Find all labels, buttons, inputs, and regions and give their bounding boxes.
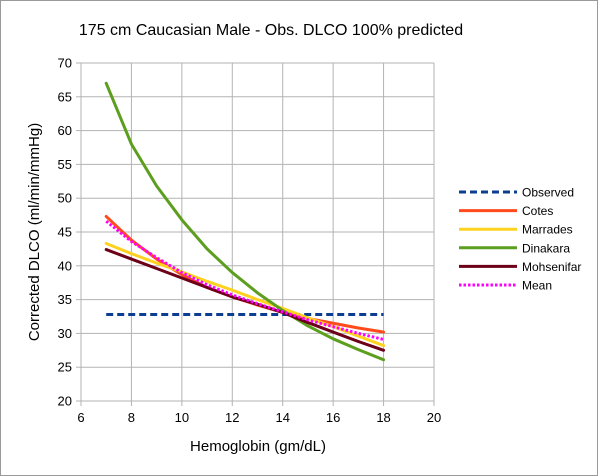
x-tick-label: 18 — [376, 410, 390, 425]
x-tick-label: 10 — [175, 410, 189, 425]
axes: 6 8 10 12 14 16 18 20 20 25 30 35 40 45 50 55 60 65 70 — [58, 56, 442, 426]
series-line-mohsenifar — [104, 248, 386, 352]
y-tick-label: 40 — [58, 258, 72, 273]
y-tick-label: 25 — [58, 360, 72, 375]
y-tick-label: 60 — [58, 123, 72, 138]
x-tick-label: 8 — [128, 410, 135, 425]
series-line-mean — [105, 220, 384, 341]
series-line-dinakara — [104, 81, 386, 362]
grid-lines — [80, 62, 435, 402]
legend-label-observed: Observed — [522, 186, 574, 200]
legend-label-marrades: Marrades — [522, 223, 573, 237]
legend: Observed Cotes Marrades Dinakara Mohsenifar M… — [459, 186, 581, 293]
y-tick-label: 50 — [58, 191, 72, 206]
y-tick-label: 30 — [58, 326, 72, 341]
y-axis-label: Corrected DLCO (ml/min/mmHg) — [26, 123, 43, 341]
x-tick-label: 6 — [77, 410, 84, 425]
x-tick-label: 16 — [326, 410, 340, 425]
y-tick-label: 35 — [58, 292, 72, 307]
x-axis-label: Hemoglobin (gm/dL) — [190, 438, 326, 455]
series-lines — [104, 81, 386, 362]
x-tick-label: 14 — [275, 410, 289, 425]
legend-label-mohsenifar: Mohsenifar — [522, 260, 581, 274]
legend-label-dinakara: Dinakara — [522, 241, 570, 255]
y-tick-label: 55 — [58, 157, 72, 172]
y-tick-label: 65 — [58, 89, 72, 104]
legend-label-mean: Mean — [522, 279, 552, 293]
x-tick-label: 12 — [225, 410, 239, 425]
legend-label-cotes: Cotes — [522, 204, 553, 218]
y-tick-label: 45 — [58, 225, 72, 240]
chart-title: 175 cm Caucasian Male - Obs. DLCO 100% p… — [79, 22, 463, 39]
y-tick-label: 70 — [58, 56, 72, 71]
y-tick-label: 20 — [58, 394, 72, 409]
x-tick-label: 20 — [427, 410, 441, 425]
